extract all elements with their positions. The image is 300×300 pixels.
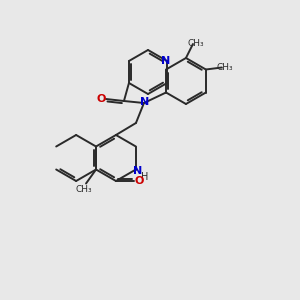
Text: CH₃: CH₃	[76, 185, 92, 194]
Text: N: N	[133, 166, 142, 176]
Text: O: O	[96, 94, 106, 104]
Text: O: O	[134, 176, 144, 186]
Text: CH₃: CH₃	[217, 63, 233, 72]
Text: N: N	[140, 97, 150, 107]
Text: H: H	[141, 172, 148, 182]
Text: CH₃: CH₃	[188, 38, 204, 47]
Text: N: N	[161, 56, 171, 66]
